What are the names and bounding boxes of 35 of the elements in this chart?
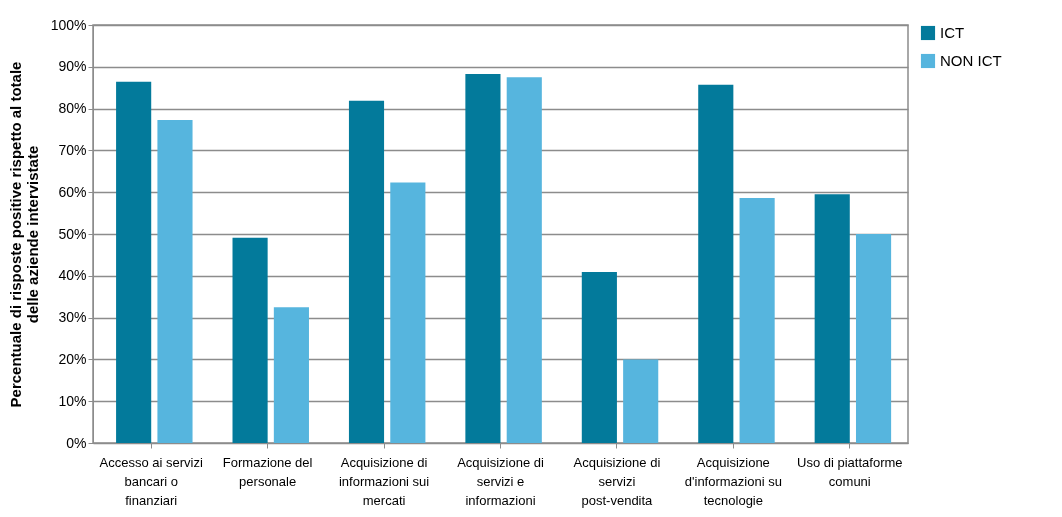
bar [581, 272, 617, 443]
y-tick-label: 70% [58, 141, 87, 158]
bar [814, 194, 850, 443]
y-tick-label: 10% [58, 392, 87, 409]
y-tick-label: 50% [58, 225, 87, 242]
x-tick-label: Acquisizione d'informazioni su tecnologie [684, 454, 782, 508]
y-axis-title: Percentuale di risposte positive rispetto al totale delle aziende intervistate [6, 61, 41, 408]
x-tick-label: Acquisizione di servizi e informazioni [457, 454, 544, 508]
y-tick-label: 30% [58, 309, 87, 326]
y-tick-label: 60% [58, 183, 87, 200]
bar [506, 77, 542, 443]
y-tick-label: 100% [50, 16, 87, 33]
legend-label: NON ICT [940, 52, 1002, 69]
y-tick-label: 80% [58, 100, 87, 117]
x-tick-label: Formazione del personale [222, 454, 313, 489]
y-tick-label: 0% [66, 434, 87, 451]
bar [273, 307, 309, 443]
x-tick-label: Acquisizione di informazioni sui mercati [338, 454, 430, 508]
bar [232, 237, 268, 443]
legend-label: ICT [940, 24, 965, 41]
bar [348, 100, 385, 443]
x-tick-label: Accesso ai servizi bancari o finanziari [99, 454, 203, 508]
y-tick-label: 40% [58, 267, 87, 284]
x-tick-label: Uso di piattaforme comuni [797, 454, 903, 489]
y-tick-label: 20% [58, 350, 87, 367]
y-tick-label: 90% [58, 58, 87, 75]
bar [116, 81, 152, 443]
bar [390, 182, 426, 443]
x-tick-label: Acquisizione di servizi post-vendita [573, 454, 661, 508]
bar [623, 359, 659, 443]
bar [157, 119, 193, 443]
bar [855, 234, 892, 443]
bar [465, 73, 501, 443]
bar [739, 198, 775, 443]
bar [698, 84, 734, 443]
